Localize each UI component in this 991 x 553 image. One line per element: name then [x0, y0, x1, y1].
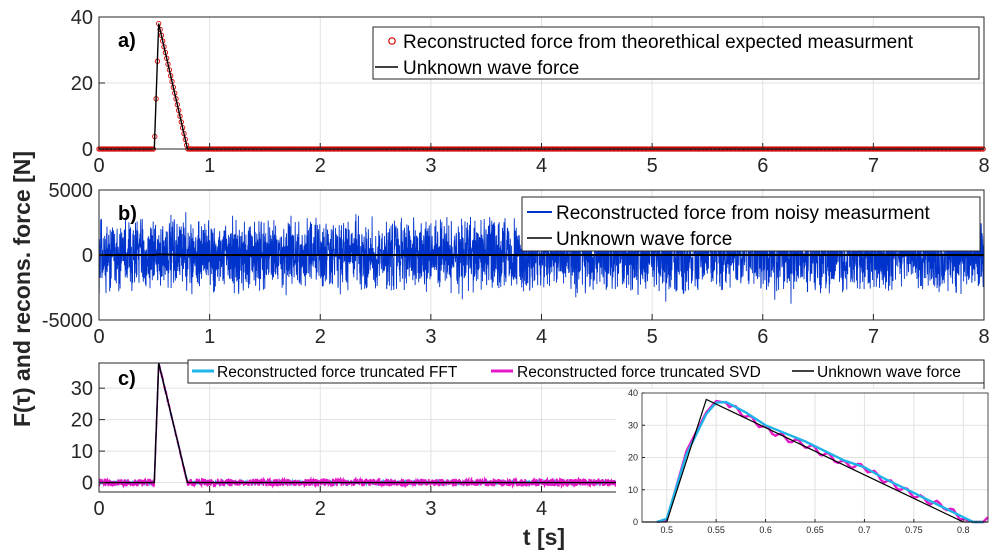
legend: Reconstructed force from theorethical ex…: [372, 26, 980, 80]
y-tick-label: 10: [628, 485, 638, 495]
x-tick-label: 0: [93, 155, 104, 177]
legend-label: Reconstructed force truncated SVD: [517, 364, 761, 381]
y-tick-label: 30: [71, 378, 93, 400]
series-unknown-wave-force: [99, 253, 984, 256]
x-tick-label: 0.7: [858, 525, 871, 535]
legend-box: [521, 196, 981, 252]
legend-label: Reconstructed force from theorethical ex…: [403, 32, 914, 53]
x-tick-label: 0.55: [707, 525, 725, 535]
x-axis-label: t [s]: [523, 524, 565, 550]
y-axis-label: F(τ) and recons. force [N]: [9, 151, 35, 427]
y-tick-label: 0: [82, 245, 93, 267]
x-tick-label: 0: [93, 498, 104, 520]
x-tick-label: 0: [93, 326, 104, 348]
y-tick-label: 0: [82, 473, 93, 495]
y-tick-label: 20: [628, 453, 638, 463]
legend: Reconstructed force truncated FFT Reconst…: [187, 359, 985, 384]
legend-label: Unknown wave force: [556, 229, 732, 250]
x-tick-label: 3: [425, 326, 436, 348]
x-tick-label: 3: [425, 498, 436, 520]
x-tick-label: 5: [647, 326, 658, 348]
x-tick-label: 0.8: [957, 525, 970, 535]
x-tick-label: 2: [315, 498, 326, 520]
panel-label: a): [118, 30, 136, 52]
y-tick-label: 5000: [49, 180, 94, 202]
y-tick-label: 30: [628, 420, 638, 430]
x-tick-label: 2: [315, 326, 326, 348]
panel-label: b): [118, 203, 137, 225]
panel-c-inset: 0.5 0.55 0.6 0.65 0.7 0.75 0.8 0 10 20 30 40: [616, 388, 991, 553]
x-tick-label: 0.75: [905, 525, 923, 535]
x-tick-label: 3: [425, 155, 436, 177]
x-tick-label: 8: [978, 326, 989, 348]
x-tick-label: 6: [757, 155, 768, 177]
x-tick-label: 2: [315, 155, 326, 177]
x-tick-label: 1: [204, 498, 215, 520]
x-tick-label: 5: [647, 155, 658, 177]
x-tick-label: 6: [757, 326, 768, 348]
x-tick-label: 7: [868, 326, 879, 348]
panel-a: 0 1 2 3 4 5 6 7 8 0 20 40 a) Reconstructed force from…: [71, 7, 990, 177]
y-tick-label: 20: [71, 410, 93, 432]
legend-label: Unknown wave force: [403, 58, 579, 79]
y-tick-label: 40: [628, 388, 638, 398]
x-tick-label: 4: [536, 498, 547, 520]
series-truncated-fft: [656, 400, 984, 524]
legend-box: [187, 359, 985, 384]
legend: Reconstructed force from noisy measurmen…: [521, 196, 981, 252]
panel-label: c): [118, 368, 136, 390]
legend-label: Reconstructed force truncated FFT: [217, 364, 458, 381]
x-tick-label: 1: [204, 326, 215, 348]
y-tick-label: 10: [71, 441, 93, 463]
legend-marker: [388, 37, 396, 45]
y-tick-label: 20: [71, 73, 93, 95]
legend-label: Unknown wave force: [817, 364, 961, 381]
x-tick-label: 7: [868, 155, 879, 177]
y-tick-label: 40: [71, 7, 93, 29]
y-tick-label: 0: [82, 139, 93, 161]
y-tick-label: -5000: [42, 310, 93, 332]
x-tick-label: 8: [978, 155, 989, 177]
x-tick-label: 4: [536, 155, 547, 177]
x-tick-label: 0.5: [660, 525, 673, 535]
x-tick-label: 1: [204, 155, 215, 177]
x-tick-label: 0.65: [806, 525, 824, 535]
legend-label: Reconstructed force from noisy measurmen…: [556, 203, 931, 224]
legend-box: [372, 26, 980, 80]
x-tick-label: 4: [536, 326, 547, 348]
y-tick-label: 0: [633, 517, 638, 527]
x-tick-label: 0.6: [759, 525, 772, 535]
